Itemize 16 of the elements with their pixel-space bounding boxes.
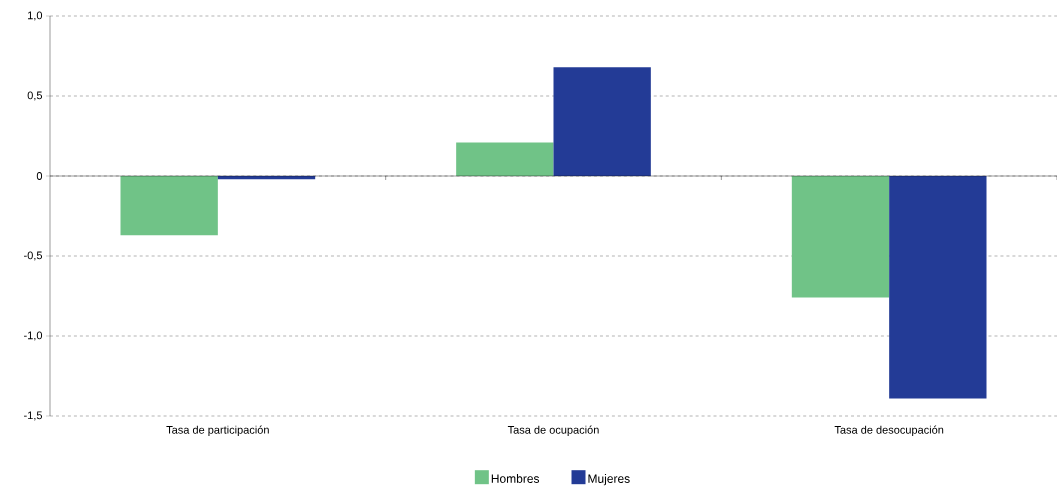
bar — [889, 176, 987, 399]
bar — [553, 67, 651, 176]
y-tick-label: -1,0 — [24, 331, 43, 341]
y-tick-label: 1,0 — [28, 11, 43, 21]
bar — [120, 176, 218, 236]
legend-label: Mujeres — [588, 474, 630, 486]
y-tick-label: 0,5 — [27, 91, 43, 101]
y-tick-label: -0,5 — [24, 251, 43, 261]
bar — [791, 176, 890, 298]
legend-label: Hombres — [491, 474, 540, 483]
x-tick-label: Tasa de participación — [166, 425, 269, 436]
y-tick-label: -1,5 — [24, 411, 43, 421]
bar — [456, 142, 554, 176]
x-tick-label: Tasa de desocupación — [834, 425, 944, 436]
y-tick-label: 0 — [36, 172, 43, 180]
x-tick-label: Tasa de ocupación — [507, 425, 599, 436]
